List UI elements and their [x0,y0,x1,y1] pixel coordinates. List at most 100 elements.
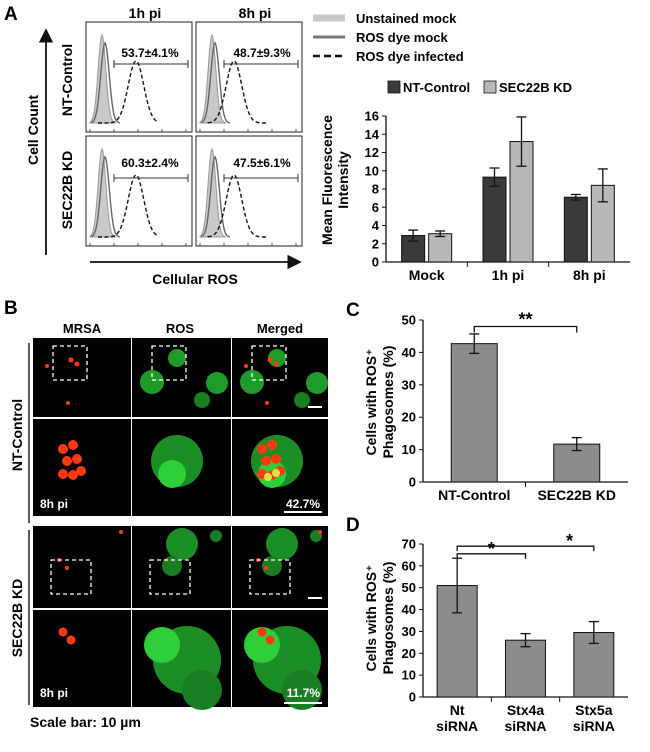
mrsa-signal [119,530,123,534]
ros-signal [282,670,322,710]
y-tick-label: 60 [402,558,416,573]
dye-infected-histogram [207,174,268,238]
mrsa-signal [74,361,80,367]
panel-label-a: A [4,4,18,25]
significance-mark: * [566,531,573,551]
significance-bracket [473,325,578,333]
ros-signal [268,349,286,367]
y-tick-label: 30 [402,377,416,392]
zoom-box [50,559,92,595]
y-tick-label: 20 [402,410,416,425]
legend-sec22bkd-swatch [483,80,497,94]
flow-xlabel: Cellular ROS [152,271,238,287]
mrsa-signal [257,627,267,637]
ros-signal [206,372,228,394]
mrsa-signal [271,454,281,464]
panel-label-b: B [4,298,18,319]
micro-time-kd: 8h pi [40,686,68,700]
micro-pct-kd: 11.7% [287,686,321,700]
mrsa-signal [267,440,277,450]
mrsa-signal [66,635,76,645]
dye-infected-histogram [98,174,159,238]
micro-time-nt: 8h pi [40,497,68,511]
flow-histograms: 1h pi 8h pi Cell Count NT-Control SEC22B… [25,5,303,287]
dye-mock-histogram [91,41,121,124]
chart-d: Cells with ROS⁺Phagosomes (%) 0 10 20 30 40 5… [363,531,628,734]
x-tick-label: Nt [450,702,465,718]
zoom-box [249,559,291,595]
chart-d-ylabel: Cells with ROS⁺Phagosomes (%) [363,562,396,675]
flow-row-ntcontrol: NT-Control [59,44,75,116]
ros-signal [240,370,264,394]
panel-label-d: D [346,515,360,536]
micro-pct-nt: 42.7% [286,497,320,511]
y-tick-label: 10 [365,163,379,178]
micrograph-tile [33,338,131,417]
y-tick-label: 0 [409,475,416,490]
bar [482,176,507,263]
legend-unstained-label: Unstained mock [356,11,457,26]
mrsa-signal [58,444,68,454]
ros-signal [158,460,186,488]
bar [428,233,453,263]
microscopy-panel: MRSA ROS Merged NT-Control SEC22B KD 8h … [9,321,328,730]
ros-signal [266,528,298,560]
ros-signal [294,392,310,408]
y-tick-label: 10 [402,442,416,457]
mrsa-signal [257,444,267,454]
y-tick-label: 2 [372,236,379,251]
ros-signal [182,670,222,710]
bar [563,196,588,263]
flow-col-1h: 1h pi [129,5,162,21]
mrsa-signal [265,635,275,645]
y-tick-label: 50 [402,313,416,328]
zoom-box [149,559,191,595]
bar [450,343,498,483]
micro-col-ros: ROS [166,321,195,336]
mrsa-signal [62,456,72,466]
unstained-histogram [89,33,117,124]
x-tick-label: Mock [409,267,445,283]
legend-dye-mock-label: ROS dye mock [356,30,449,45]
mrsa-signal [65,566,69,570]
flow-legend: Unstained mock ROS dye mock ROS dye infe… [313,11,464,64]
micrograph-tile [33,610,131,707]
flow-col-8h: 8h pi [239,5,272,21]
chart-a: NT-Control SEC22B KD Mean FluorescenceIn… [319,80,630,283]
ros-signal [168,349,186,367]
x-tick-label: Stx5a [575,702,613,718]
chart-c-ylabel: Cells with ROS⁺Phagosomes (%) [363,346,396,459]
panel-label-c: C [346,300,360,321]
flow-pct-nt-8h: 48.7±9.3% [233,46,291,60]
ros-signal [162,556,182,576]
mrsa-signal [273,361,279,367]
x-tick-label: siRNA [573,718,615,734]
micro-col-mrsa: MRSA [63,321,102,336]
micro-row-ntcontrol: NT-Control [9,399,25,471]
dye-mock-histogram [201,155,231,238]
legend-ntcontrol-swatch [387,80,401,94]
mrsa-signal [76,466,86,476]
mrsa-signal [68,470,78,480]
mrsa-signal [58,627,68,637]
flow-row-sec22bkd: SEC22B KD [59,151,75,230]
significance-bracket [456,553,527,559]
mrsa-signal [66,401,70,405]
y-tick-label: 10 [402,668,416,683]
scalebar-note: Scale bar: 10 µm [30,714,141,730]
significance-mark: * [488,539,495,559]
flow-pct-nt-1h: 53.7±4.1% [121,46,179,60]
chart-a-ylabel: Mean FluorescenceIntensity [319,115,351,245]
mrsa-signal [244,364,248,368]
bar [505,639,546,698]
dye-mock-histogram [91,155,121,238]
flow-pct-kd-8h: 47.5±6.1% [233,156,291,170]
y-tick-label: 40 [402,602,416,617]
y-tick-label: 0 [372,255,379,270]
ros-signal [140,370,164,394]
significance-bracket [456,545,595,552]
mrsa-signal [265,401,269,405]
mrsa-signal [264,566,268,570]
y-tick-label: 4 [372,218,380,233]
y-tick-label: 20 [402,646,416,661]
